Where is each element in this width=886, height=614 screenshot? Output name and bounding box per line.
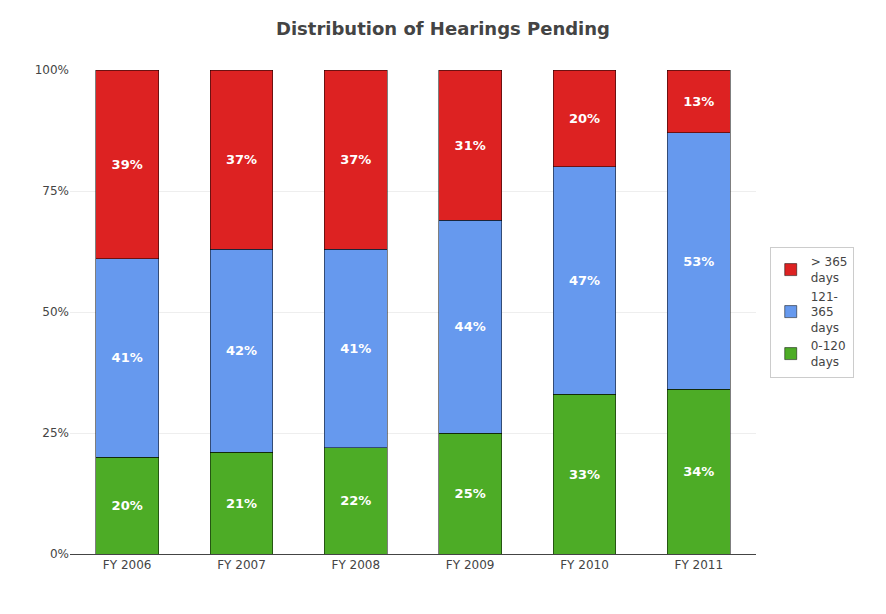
svg-text:41%: 41% — [112, 350, 143, 365]
svg-text:13%: 13% — [683, 94, 714, 109]
svg-text:FY 2006: FY 2006 — [103, 558, 152, 572]
svg-text:41%: 41% — [340, 341, 371, 356]
svg-text:75%: 75% — [42, 184, 69, 198]
svg-text:20%: 20% — [569, 111, 600, 126]
svg-text:20%: 20% — [112, 498, 143, 513]
svg-text:34%: 34% — [683, 464, 714, 479]
svg-text:FY 2007: FY 2007 — [217, 558, 266, 572]
svg-text:37%: 37% — [226, 152, 257, 167]
svg-text:FY 2008: FY 2008 — [332, 558, 381, 572]
svg-text:22%: 22% — [340, 493, 371, 508]
svg-text:0%: 0% — [50, 547, 69, 561]
svg-text:25%: 25% — [455, 486, 486, 501]
svg-text:21%: 21% — [226, 496, 257, 511]
svg-text:42%: 42% — [226, 343, 257, 358]
svg-text:Distribution of Hearings Pendi: Distribution of Hearings Pending — [276, 18, 610, 39]
svg-text:31%: 31% — [455, 138, 486, 153]
svg-text:44%: 44% — [455, 319, 486, 334]
svg-text:0-120days: 0-120days — [811, 339, 846, 369]
svg-text:FY 2009: FY 2009 — [446, 558, 495, 572]
svg-text:> 365days: > 365days — [811, 255, 848, 285]
svg-text:33%: 33% — [569, 467, 600, 482]
svg-text:FY 2011: FY 2011 — [675, 558, 724, 572]
svg-text:50%: 50% — [42, 305, 69, 319]
svg-text:47%: 47% — [569, 273, 600, 288]
svg-text:100%: 100% — [35, 63, 69, 77]
svg-text:25%: 25% — [42, 426, 69, 440]
svg-text:FY 2010: FY 2010 — [560, 558, 609, 572]
svg-text:39%: 39% — [112, 157, 143, 172]
svg-text:53%: 53% — [683, 254, 714, 269]
svg-text:121-365days: 121-365days — [811, 290, 839, 335]
svg-text:37%: 37% — [340, 152, 371, 167]
